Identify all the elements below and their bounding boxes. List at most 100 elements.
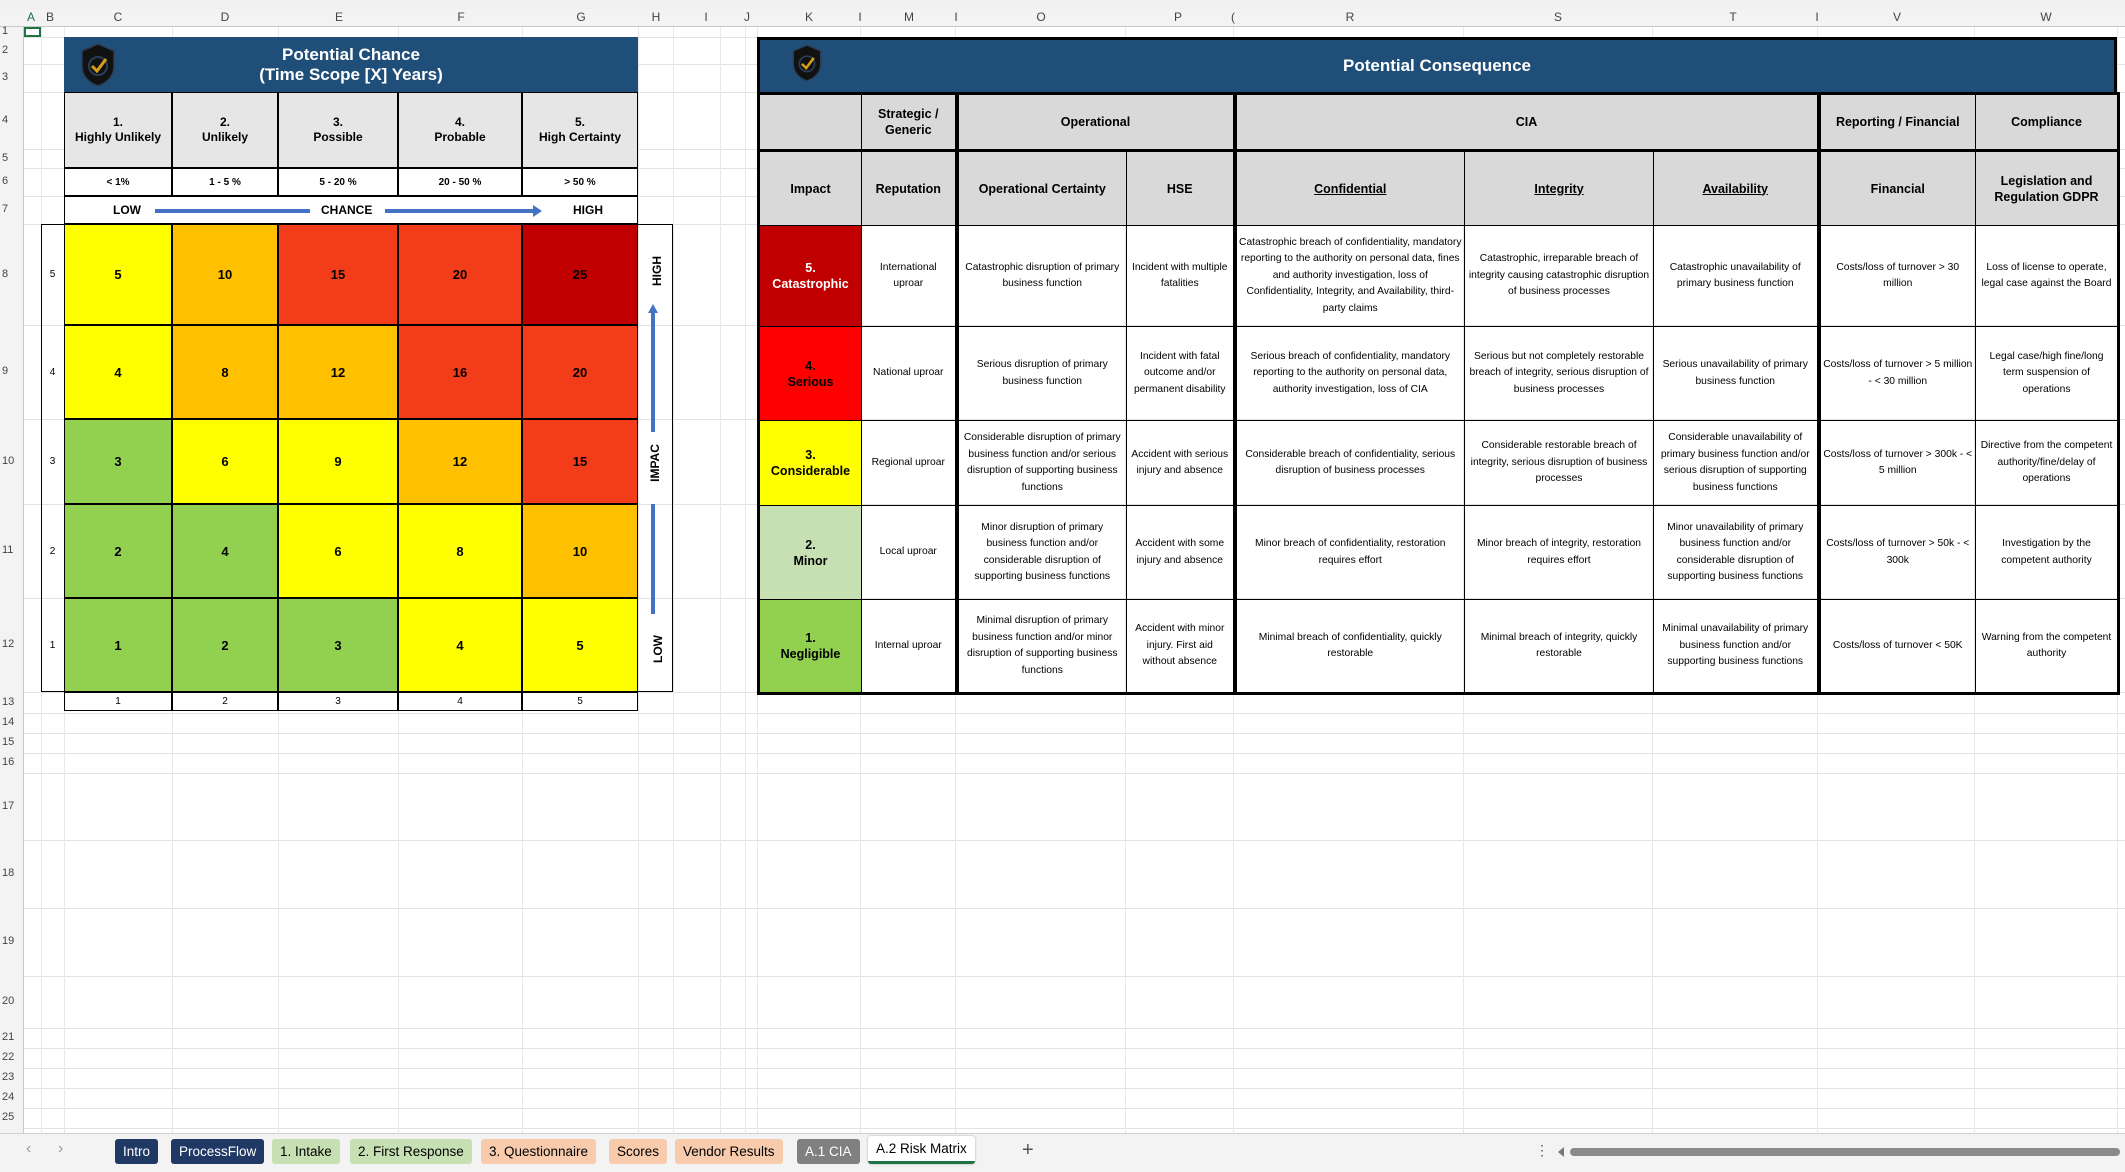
- row-header-12[interactable]: 12: [2, 638, 15, 650]
- consequence-cell: Internal uproar: [861, 599, 957, 694]
- column-header-G[interactable]: G: [576, 10, 586, 24]
- header-financial: Financial: [1816, 150, 1976, 226]
- chance-level-number: 5.: [574, 115, 585, 129]
- chance-title-line1: Potential Chance: [282, 44, 420, 64]
- header-confidential: Confidential: [1232, 150, 1465, 226]
- column-header-K[interactable]: K: [804, 10, 814, 24]
- consequence-cell: Investigation by the competent authority: [1975, 505, 2119, 600]
- row-header-18[interactable]: 18: [2, 867, 15, 879]
- column-header-V[interactable]: V: [1892, 10, 1902, 24]
- row-header-5[interactable]: 5: [2, 151, 9, 164]
- consequence-cell: Minor breach of integrity, restoration r…: [1464, 505, 1654, 600]
- consequence-cell: Minor disruption of primary business fun…: [954, 505, 1127, 600]
- selected-cell[interactable]: [24, 27, 41, 37]
- column-header-I[interactable]: I: [704, 10, 708, 24]
- impact-level-cell: 5. Catastrophic: [758, 225, 862, 327]
- scroll-left-icon[interactable]: [1558, 1147, 1564, 1157]
- row-header-19[interactable]: 19: [2, 935, 15, 947]
- sheet-tab-scores[interactable]: Scores: [609, 1139, 668, 1164]
- risk-score-cell: 20: [522, 325, 638, 419]
- row-header-24[interactable]: 24: [2, 1091, 15, 1103]
- row-header-25[interactable]: 25: [2, 1111, 15, 1123]
- sheet-tab-a-2-risk-matrix[interactable]: A.2 Risk Matrix: [868, 1136, 975, 1164]
- sheet-tab-vendor-results[interactable]: Vendor Results: [675, 1139, 783, 1164]
- row-header-21[interactable]: 21: [2, 1031, 15, 1043]
- consequence-cell: Directive from the competent authority/f…: [1975, 420, 2119, 506]
- column-header-I[interactable]: I: [954, 10, 958, 24]
- tab-scroll-right-icon[interactable]: ›: [58, 1140, 64, 1157]
- impact-level-cell: 1. Negligible: [758, 599, 862, 694]
- chance-percent: 1 - 5 %: [172, 168, 278, 196]
- row-header-15[interactable]: 15: [2, 736, 15, 748]
- row-header-4[interactable]: 4: [2, 113, 9, 126]
- chance-level-header: 4. Probable: [398, 92, 522, 168]
- row-header-17[interactable]: 17: [2, 799, 15, 812]
- row-header-3[interactable]: 3: [2, 71, 9, 83]
- consequence-cell: Minor breach of confidentiality, restora…: [1232, 505, 1465, 600]
- arrow-right-icon: [533, 205, 542, 217]
- column-header-J[interactable]: J: [744, 10, 750, 24]
- add-sheet-button[interactable]: +: [1022, 1139, 1034, 1161]
- chance-level-number: 4.: [454, 115, 465, 129]
- column-header-C[interactable]: C: [113, 10, 123, 24]
- column-header-R[interactable]: R: [1345, 10, 1355, 24]
- impact-level-cell: 3. Considerable: [758, 420, 862, 506]
- chance-column-label: 3: [278, 692, 398, 711]
- more-options-icon[interactable]: ⋮: [1535, 1142, 1549, 1158]
- sheet-tab-1-intake[interactable]: 1. Intake: [272, 1139, 340, 1164]
- chance-axis-low: LOW: [113, 203, 141, 217]
- sheet-tab-3-questionnaire[interactable]: 3. Questionnaire: [481, 1139, 597, 1164]
- row-header-16[interactable]: 16: [2, 756, 15, 768]
- row-header-22[interactable]: 22: [2, 1051, 15, 1063]
- horizontal-scrollbar[interactable]: [1570, 1148, 2120, 1156]
- row-header-23[interactable]: 23: [2, 1071, 15, 1083]
- column-header-I[interactable]: I: [858, 10, 862, 24]
- consequence-cell: Considerable breach of confidentiality, …: [1232, 420, 1465, 506]
- column-header-E[interactable]: E: [334, 10, 344, 24]
- group-header-strategic: Strategic / Generic: [861, 93, 957, 151]
- column-header-I[interactable]: I: [1815, 10, 1819, 24]
- column-header-B[interactable]: B: [45, 10, 55, 24]
- column-header-W[interactable]: W: [2040, 10, 2052, 24]
- row-header-13[interactable]: 13: [2, 695, 15, 708]
- row-header-10[interactable]: 10: [2, 454, 15, 467]
- risk-score-cell: 3: [64, 419, 172, 504]
- impact-row-label: 2: [49, 545, 56, 557]
- column-header-T[interactable]: T: [1729, 10, 1737, 24]
- column-header-O[interactable]: O: [1036, 10, 1046, 24]
- consequence-cell: Considerable unavailability of primary b…: [1653, 420, 1819, 506]
- row-header-6[interactable]: 6: [2, 175, 9, 187]
- row-header-9[interactable]: 9: [2, 365, 9, 377]
- sheet-tab-intro[interactable]: Intro: [115, 1139, 159, 1164]
- row-header-7[interactable]: 7: [2, 203, 9, 215]
- row-header-8[interactable]: 8: [2, 267, 9, 280]
- chance-level-header: 5. High Certainty: [522, 92, 638, 168]
- row-header-1[interactable]: 1: [2, 25, 9, 37]
- consequence-row: 1. Negligible Internal uproar Minimal disru…: [758, 599, 2119, 694]
- gridline: [24, 840, 2125, 841]
- column-header-F[interactable]: F: [457, 10, 465, 24]
- column-header-S[interactable]: S: [1553, 10, 1563, 24]
- row-header-20[interactable]: 20: [2, 995, 15, 1007]
- impact-level-name: Considerable: [770, 464, 851, 478]
- tab-scroll-left-icon[interactable]: ‹: [26, 1140, 32, 1157]
- column-header-([interactable]: (: [1231, 10, 1235, 24]
- risk-score-cell: 8: [172, 325, 278, 419]
- row-header-11[interactable]: 11: [2, 544, 14, 556]
- impact-level-cell: 2. Minor: [758, 505, 862, 600]
- sheet-tab-a-1-cia[interactable]: A.1 CIA: [797, 1139, 860, 1164]
- column-header-P[interactable]: P: [1173, 10, 1183, 24]
- gridline: [745, 27, 746, 1133]
- row-header-2[interactable]: 2: [2, 43, 9, 56]
- consequence-cell: Minimal disruption of primary business f…: [954, 599, 1127, 694]
- column-header-H[interactable]: H: [651, 10, 661, 24]
- sheet-tab-processflow[interactable]: ProcessFlow: [171, 1139, 265, 1164]
- column-header-A[interactable]: A: [26, 10, 36, 24]
- sheet-tab-2-first-response[interactable]: 2. First Response: [350, 1139, 472, 1164]
- chance-percent: 20 - 50 %: [398, 168, 522, 196]
- column-header-D[interactable]: D: [220, 10, 230, 24]
- consequence-row: 5. Catastrophic International uproar Catast…: [758, 225, 2119, 327]
- consequence-cell: Serious breach of confidentiality, manda…: [1232, 326, 1465, 421]
- row-header-14[interactable]: 14: [2, 716, 15, 728]
- column-header-M[interactable]: M: [904, 10, 914, 24]
